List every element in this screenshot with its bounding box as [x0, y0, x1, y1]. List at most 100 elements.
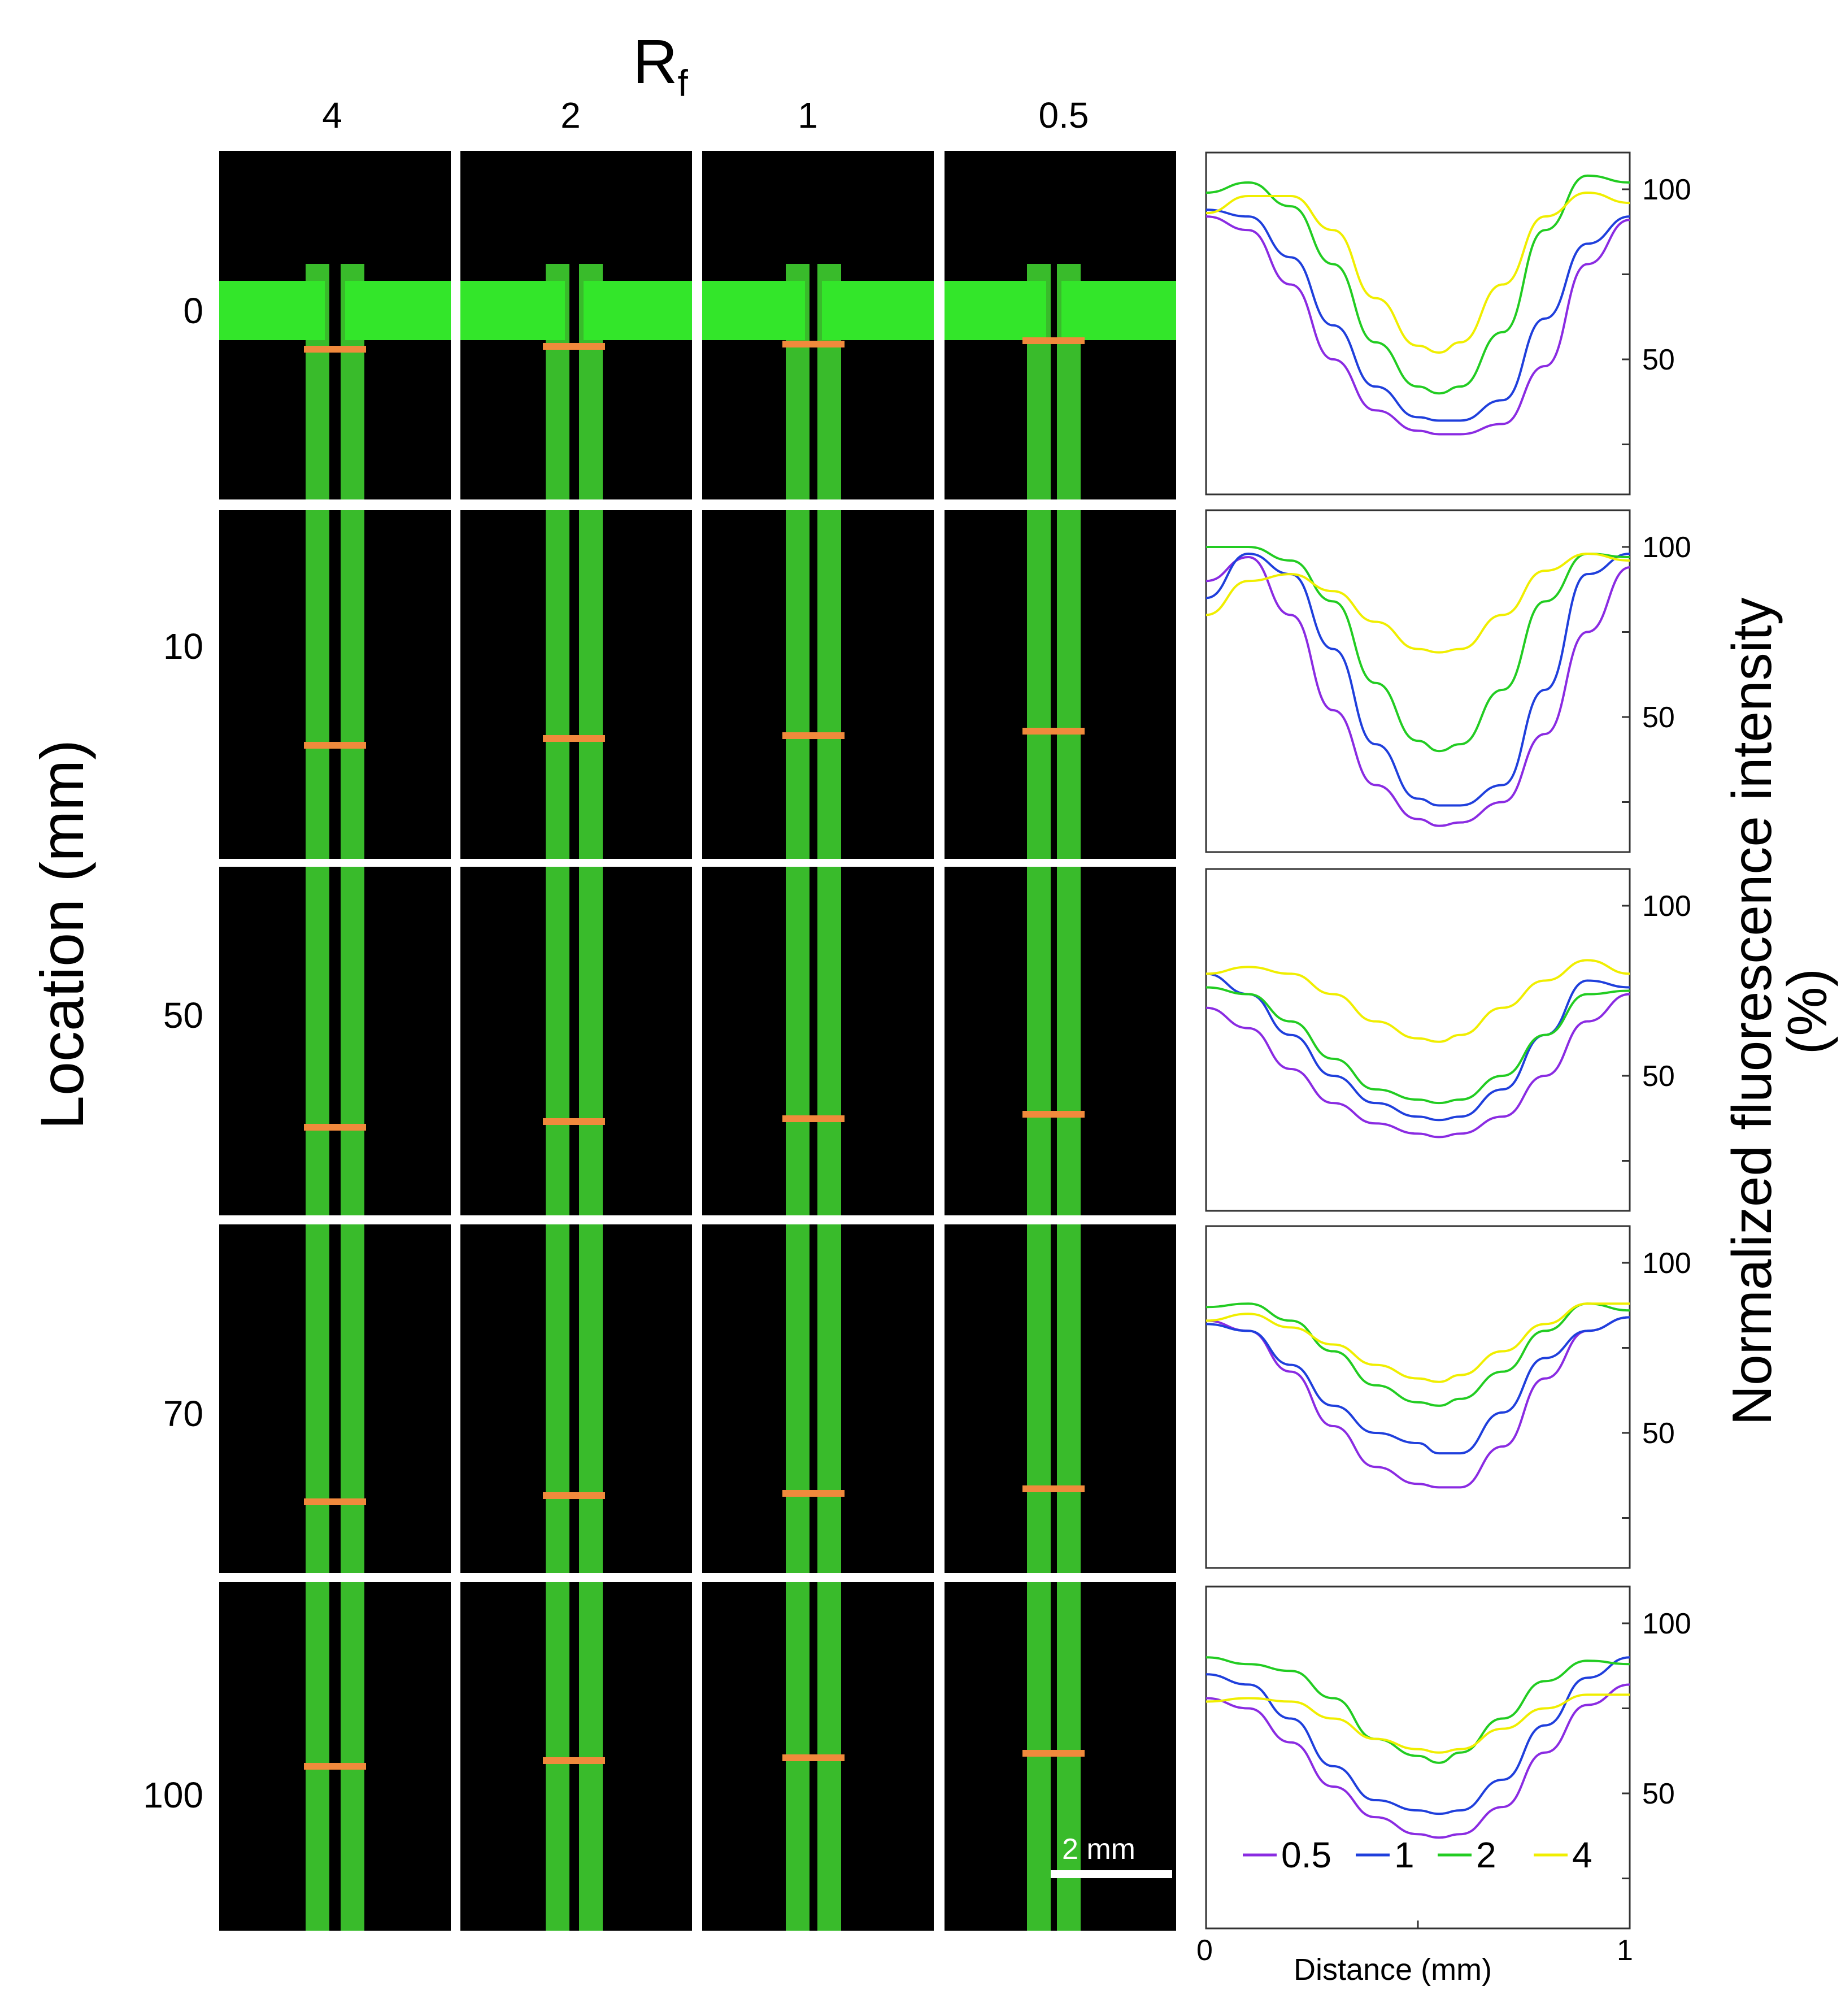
micrograph-r4-c2	[702, 1582, 934, 1931]
micrograph-r2-c2	[702, 867, 934, 1215]
x-tick-1: 1	[1617, 1934, 1633, 1967]
y-tick-label: 50	[1642, 1778, 1675, 1810]
y-tick-label: 100	[1642, 1247, 1691, 1280]
y-tick-label: 50	[1642, 1060, 1675, 1093]
fiber-strand	[545, 867, 569, 1215]
series-line-4-loc-100	[1205, 1693, 1630, 1754]
measurement-marker	[782, 1115, 845, 1122]
series-line-4-loc-50	[1205, 959, 1630, 1043]
measurement-marker	[304, 1498, 366, 1505]
measurement-marker	[304, 742, 366, 749]
micrograph-r4-c0	[219, 1582, 451, 1931]
micrograph-r3-c1	[460, 1224, 692, 1573]
micrograph-r0-c1	[460, 151, 692, 499]
fiber-bundle-right	[822, 281, 934, 340]
fiber-strand	[786, 867, 809, 1215]
measurement-marker	[543, 343, 605, 350]
rf-title: Rf	[633, 27, 688, 104]
column-label-rf-4: 4	[322, 95, 342, 136]
fiber-strand	[817, 1224, 841, 1573]
measurement-marker	[1022, 1485, 1085, 1492]
micrograph-r1-c2	[702, 510, 934, 859]
micrograph-r4-c1	[460, 1582, 692, 1931]
fiber-strand	[341, 510, 364, 859]
measurement-marker	[782, 732, 845, 739]
fiber-strand	[786, 1224, 809, 1573]
measurement-marker	[543, 1492, 605, 1499]
series-line-2-loc-10	[1205, 545, 1630, 753]
fiber-strand	[306, 1224, 329, 1573]
micrograph-r3-c3	[945, 1224, 1176, 1573]
scale-bar	[1051, 1870, 1172, 1878]
series-line-4-loc-0	[1205, 192, 1630, 354]
micrograph-r2-c1	[460, 867, 692, 1215]
measurement-marker	[782, 1490, 845, 1497]
plot-frame-70	[1205, 1225, 1631, 1569]
row-label-100: 100	[143, 1775, 203, 1815]
measurement-marker	[304, 346, 366, 353]
row-label-0: 0	[183, 290, 203, 331]
plot-frame-50	[1205, 868, 1631, 1212]
series-line-2-loc-70	[1205, 1302, 1630, 1407]
fiber-strand	[545, 1224, 569, 1573]
fiber-strand	[786, 510, 809, 859]
y-tick-label: 100	[1642, 890, 1691, 923]
series-line-4-loc-10	[1205, 553, 1630, 654]
fiber-bundle-left	[945, 281, 1046, 340]
micrograph-r3-c2	[702, 1224, 934, 1573]
legend-label-1: 1	[1394, 1835, 1415, 1875]
y-tick-label: 50	[1642, 1417, 1675, 1450]
fiber-strand	[578, 1224, 603, 1573]
y-tick-label: 100	[1642, 1607, 1691, 1640]
measurement-marker	[304, 1124, 366, 1131]
fiber-strand	[306, 867, 329, 1215]
fiber-strand	[341, 1582, 364, 1931]
fiber-strand	[578, 1582, 603, 1931]
fiber-bundle-left	[219, 281, 325, 340]
micrograph-r0-c3	[945, 151, 1176, 499]
series-line-4-loc-70	[1205, 1302, 1630, 1383]
fiber-bundle-left	[702, 281, 805, 340]
fiber-strand	[817, 867, 841, 1215]
row-label-70: 70	[163, 1393, 203, 1434]
fiber-strand	[1056, 510, 1081, 859]
fiber-strand	[1056, 867, 1081, 1215]
fiber-strand	[306, 510, 329, 859]
y-tick-label: 50	[1642, 701, 1675, 734]
plot-frame-0	[1205, 151, 1631, 496]
fiber-bundle-left	[460, 281, 565, 340]
column-label-rf-0.5: 0.5	[1038, 95, 1089, 136]
series-line-0.5-loc-0	[1205, 215, 1630, 436]
fiber-strand	[341, 867, 364, 1215]
series-line-0.5-loc-10	[1205, 556, 1630, 827]
row-label-50: 50	[163, 995, 203, 1036]
legend-label-2: 2	[1476, 1835, 1496, 1875]
micrograph-r0-c0	[219, 151, 451, 499]
fiber-strand	[545, 510, 569, 859]
fiber-strand	[545, 1582, 569, 1931]
right-axis-label: Normalized fluorescence intensity (%)	[1721, 597, 1838, 1426]
fiber-bundle-right	[345, 281, 451, 340]
measurement-marker	[782, 341, 845, 347]
micrograph-r1-c0	[219, 510, 451, 859]
fiber-strand	[1026, 1224, 1051, 1573]
measurement-marker	[1022, 728, 1085, 735]
plot-frame-100	[1205, 1585, 1631, 1930]
micrograph-r2-c0	[219, 867, 451, 1215]
micrograph-r1-c1	[460, 510, 692, 859]
fiber-strand	[817, 510, 841, 859]
measurement-marker	[1022, 1750, 1085, 1757]
y-tick-label: 100	[1642, 173, 1691, 206]
measurement-marker	[1022, 1111, 1085, 1118]
x-tick-0: 0	[1196, 1934, 1213, 1967]
micrograph-r2-c3	[945, 867, 1176, 1215]
measurement-marker	[543, 735, 605, 742]
measurement-marker	[543, 1757, 605, 1764]
column-label-rf-2: 2	[560, 95, 581, 136]
fiber-bundle-right	[1061, 281, 1176, 340]
y-tick-label: 50	[1642, 344, 1675, 376]
series-line-1-loc-100	[1205, 1656, 1630, 1815]
series-line-0.5-loc-50	[1205, 993, 1630, 1139]
series-line-2-loc-100	[1205, 1656, 1630, 1764]
